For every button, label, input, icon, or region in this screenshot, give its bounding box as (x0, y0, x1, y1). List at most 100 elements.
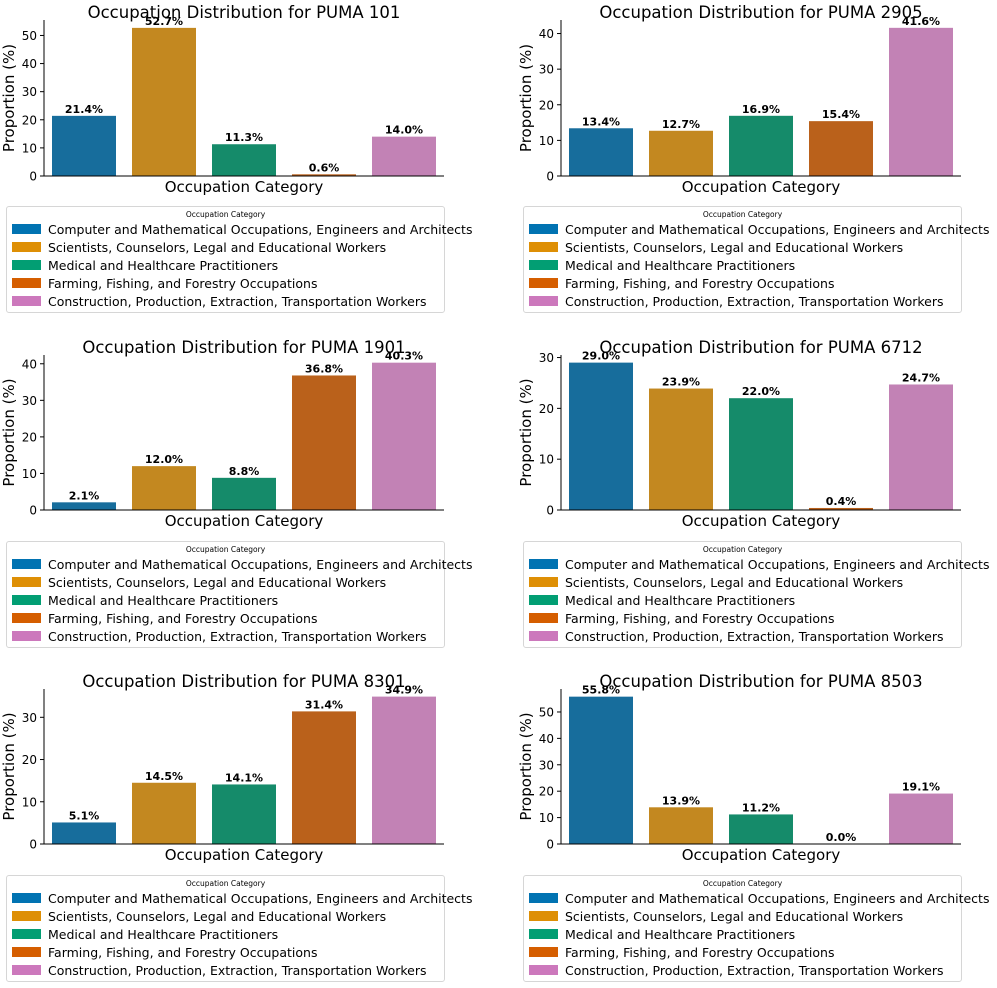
x-axis-label: Occupation Category (682, 846, 841, 864)
data-label: 31.4% (305, 698, 343, 711)
y-axis-label: Proportion (%) (517, 378, 535, 486)
y-axis-label: Proportion (%) (0, 712, 18, 820)
legend-swatch (529, 242, 558, 252)
bar (52, 822, 116, 844)
data-label: 11.2% (742, 801, 780, 814)
legend-label: Farming, Fishing, and Forestry Occupatio… (48, 944, 318, 960)
bar (212, 477, 276, 510)
bar (292, 174, 356, 176)
chart-title: Occupation Distribution for PUMA 6712 (599, 338, 922, 357)
data-label: 16.9% (742, 103, 780, 116)
legend-item: Scientists, Counselors, Legal and Educat… (12, 573, 444, 591)
y-tick-label: 10 (539, 453, 554, 467)
bar (132, 27, 196, 176)
chart-title: Occupation Distribution for PUMA 101 (88, 3, 401, 22)
legend-swatch (12, 911, 41, 921)
legend-label: Farming, Fishing, and Forestry Occupatio… (565, 944, 835, 960)
legend-swatch (529, 296, 558, 306)
legend-swatch (12, 242, 41, 252)
legend-label: Scientists, Counselors, Legal and Educat… (48, 574, 387, 590)
y-tick-label: 50 (22, 29, 37, 43)
bar (649, 807, 713, 844)
legend-swatch (12, 260, 41, 270)
bar (372, 362, 436, 510)
legend-swatch (12, 296, 41, 306)
legend-item: Computer and Mathematical Occupations, E… (12, 889, 472, 907)
legend-item: Construction, Production, Extraction, Tr… (529, 292, 961, 310)
y-tick-label: 20 (22, 753, 37, 767)
bar (292, 711, 356, 844)
data-label: 23.9% (662, 376, 700, 389)
legend: Occupation Category Computer and Mathemat… (6, 875, 472, 982)
data-label: 14.1% (225, 771, 263, 784)
data-label: 8.8% (229, 465, 260, 478)
y-tick-label: 0 (546, 170, 554, 184)
bar (132, 782, 196, 844)
legend-swatch (12, 278, 41, 288)
bar (52, 115, 116, 176)
legend-label: Construction, Production, Extraction, Tr… (565, 628, 944, 644)
legend-item: Computer and Mathematical Occupations, E… (12, 555, 472, 573)
data-label: 36.8% (305, 362, 343, 375)
legend-item: Medical and Healthcare Practitioners (12, 591, 444, 609)
legend-item: Farming, Fishing, and Forestry Occupatio… (529, 609, 961, 627)
legend-swatch (529, 947, 558, 957)
bar (569, 128, 633, 176)
legend: Occupation Category Computer and Mathemat… (523, 206, 989, 313)
bar (569, 696, 633, 844)
legend-label: Scientists, Counselors, Legal and Educat… (48, 239, 387, 255)
legend-title: Occupation Category (702, 545, 783, 554)
legend-item: Farming, Fishing, and Forestry Occupatio… (529, 274, 961, 292)
legend-label: Farming, Fishing, and Forestry Occupatio… (565, 275, 835, 291)
bar (729, 115, 793, 176)
legend-item: Computer and Mathematical Occupations, E… (12, 220, 472, 238)
legend-title: Occupation Category (702, 879, 783, 888)
legend-swatch (529, 260, 558, 270)
data-label: 13.4% (582, 115, 620, 128)
legend-swatch (529, 631, 558, 641)
legend-item: Farming, Fishing, and Forestry Occupatio… (12, 943, 444, 961)
data-label: 55.8% (582, 684, 620, 697)
legend-title: Occupation Category (702, 210, 783, 219)
y-tick-label: 0 (29, 504, 37, 518)
legend-swatch (12, 893, 41, 903)
legend-title: Occupation Category (185, 210, 266, 219)
legend-swatch (12, 613, 41, 623)
legend-item: Medical and Healthcare Practitioners (529, 256, 961, 274)
legend-item: Medical and Healthcare Practitioners (529, 591, 961, 609)
y-tick-label: 40 (22, 357, 37, 371)
bar (132, 466, 196, 510)
legend-swatch (529, 577, 558, 587)
legend-swatch (12, 224, 41, 234)
bar (569, 362, 633, 510)
bar (372, 136, 436, 176)
data-label: 22.0% (742, 385, 780, 398)
legend: Occupation Category Computer and Mathemat… (523, 875, 989, 982)
x-axis-label: Occupation Category (682, 178, 841, 196)
y-tick-label: 0 (546, 504, 554, 518)
legend-label: Construction, Production, Extraction, Tr… (565, 293, 944, 309)
legend-label: Medical and Healthcare Practitioners (565, 926, 796, 942)
data-label: 14.5% (145, 770, 183, 783)
legend-item: Farming, Fishing, and Forestry Occupatio… (12, 274, 444, 292)
data-label: 0.4% (826, 495, 857, 508)
data-label: 19.1% (902, 781, 940, 794)
bar (889, 384, 953, 510)
y-tick-label: 20 (22, 430, 37, 444)
legend-swatch (12, 965, 41, 975)
legend-item: Farming, Fishing, and Forestry Occupatio… (12, 609, 444, 627)
legend-label: Computer and Mathematical Occupations, E… (565, 556, 990, 572)
legend-item: Farming, Fishing, and Forestry Occupatio… (529, 943, 961, 961)
y-tick-label: 10 (539, 134, 554, 148)
legend: Occupation Category Computer and Mathemat… (6, 541, 472, 648)
legend-label: Construction, Production, Extraction, Tr… (48, 962, 427, 978)
chart-title: Occupation Distribution for PUMA 1901 (82, 338, 405, 357)
y-tick-label: 20 (539, 785, 554, 799)
y-tick-label: 10 (22, 795, 37, 809)
legend-label: Computer and Mathematical Occupations, E… (48, 890, 473, 906)
bar (889, 793, 953, 844)
legend-item: Computer and Mathematical Occupations, E… (529, 555, 989, 573)
data-label: 41.6% (902, 15, 940, 28)
legend: Occupation Category Computer and Mathemat… (523, 541, 989, 648)
legend-label: Scientists, Counselors, Legal and Educat… (48, 908, 387, 924)
